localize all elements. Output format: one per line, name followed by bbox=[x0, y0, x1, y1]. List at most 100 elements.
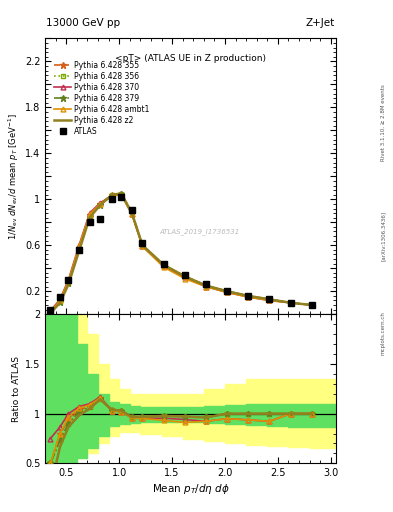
Pythia 6.428 379 bbox=[246, 293, 251, 299]
Pythia 6.428 356 bbox=[77, 246, 81, 252]
Pythia 6.428 355 bbox=[119, 190, 124, 197]
Text: [arXiv:1306.3436]: [arXiv:1306.3436] bbox=[381, 210, 386, 261]
Pythia 6.428 z2 bbox=[87, 215, 92, 221]
ATLAS bbox=[161, 261, 166, 267]
ATLAS bbox=[140, 240, 145, 246]
Pythia 6.428 ambt1 bbox=[119, 191, 124, 198]
Pythia 6.428 355 bbox=[48, 309, 53, 315]
Pythia 6.428 355 bbox=[161, 262, 166, 268]
Pythia 6.428 379 bbox=[119, 190, 124, 197]
Pythia 6.428 ambt1 bbox=[204, 284, 208, 290]
ATLAS bbox=[119, 194, 124, 200]
Pythia 6.428 356 bbox=[119, 190, 124, 197]
Pythia 6.428 370 bbox=[87, 210, 92, 216]
Pythia 6.428 356 bbox=[182, 273, 187, 280]
Pythia 6.428 356 bbox=[225, 288, 230, 294]
Pythia 6.428 370 bbox=[119, 191, 124, 198]
Pythia 6.428 z2 bbox=[246, 293, 251, 299]
Pythia 6.428 356 bbox=[58, 298, 62, 305]
Pythia 6.428 370 bbox=[267, 297, 272, 304]
Pythia 6.428 355 bbox=[225, 288, 230, 294]
Pythia 6.428 355 bbox=[98, 201, 103, 207]
Pythia 6.428 370 bbox=[58, 296, 62, 303]
Pythia 6.428 ambt1 bbox=[98, 201, 103, 207]
Pythia 6.428 ambt1 bbox=[110, 193, 114, 199]
Pythia 6.428 370 bbox=[48, 308, 53, 314]
Pythia 6.428 ambt1 bbox=[309, 302, 314, 308]
Pythia 6.428 ambt1 bbox=[140, 243, 145, 249]
Pythia 6.428 379 bbox=[204, 283, 208, 289]
Pythia 6.428 379 bbox=[140, 242, 145, 248]
Pythia 6.428 z2 bbox=[161, 262, 166, 268]
ATLAS bbox=[110, 196, 114, 202]
Line: Pythia 6.428 355: Pythia 6.428 355 bbox=[48, 190, 315, 315]
Pythia 6.428 356 bbox=[98, 202, 103, 208]
Pythia 6.428 370 bbox=[98, 200, 103, 206]
Pythia 6.428 z2 bbox=[77, 248, 81, 254]
Pythia 6.428 356 bbox=[246, 293, 251, 299]
Pythia 6.428 370 bbox=[225, 289, 230, 295]
Pythia 6.428 379 bbox=[66, 280, 71, 286]
Pythia 6.428 379 bbox=[225, 288, 230, 294]
Pythia 6.428 355 bbox=[309, 302, 314, 308]
Pythia 6.428 370 bbox=[77, 242, 81, 248]
Pythia 6.428 ambt1 bbox=[58, 297, 62, 304]
ATLAS bbox=[267, 296, 272, 303]
Pythia 6.428 z2 bbox=[267, 296, 272, 303]
Pythia 6.428 356 bbox=[48, 309, 53, 315]
Pythia 6.428 356 bbox=[66, 280, 71, 286]
Pythia 6.428 ambt1 bbox=[77, 243, 81, 249]
Line: Pythia 6.428 370: Pythia 6.428 370 bbox=[48, 193, 314, 313]
ATLAS bbox=[182, 272, 187, 278]
Pythia 6.428 355 bbox=[77, 245, 81, 251]
Pythia 6.428 356 bbox=[110, 191, 114, 198]
Pythia 6.428 ambt1 bbox=[66, 278, 71, 284]
Pythia 6.428 379 bbox=[110, 193, 114, 199]
ATLAS bbox=[66, 276, 71, 283]
Line: Pythia 6.428 356: Pythia 6.428 356 bbox=[48, 191, 314, 314]
Pythia 6.428 z2 bbox=[309, 302, 314, 308]
Pythia 6.428 z2 bbox=[119, 190, 124, 197]
Pythia 6.428 355 bbox=[130, 210, 134, 216]
Pythia 6.428 370 bbox=[288, 300, 293, 306]
Pythia 6.428 ambt1 bbox=[288, 300, 293, 306]
Pythia 6.428 ambt1 bbox=[130, 211, 134, 217]
Pythia 6.428 379 bbox=[161, 262, 166, 268]
Pythia 6.428 379 bbox=[182, 273, 187, 280]
Pythia 6.428 379 bbox=[58, 298, 62, 305]
Pythia 6.428 370 bbox=[66, 276, 71, 283]
Pythia 6.428 370 bbox=[140, 243, 145, 249]
Text: <pT> (ATLAS UE in Z production): <pT> (ATLAS UE in Z production) bbox=[115, 54, 266, 62]
Pythia 6.428 355 bbox=[246, 293, 251, 299]
Pythia 6.428 ambt1 bbox=[182, 275, 187, 282]
Pythia 6.428 z2 bbox=[140, 242, 145, 248]
Pythia 6.428 356 bbox=[87, 214, 92, 220]
Pythia 6.428 370 bbox=[130, 211, 134, 217]
Pythia 6.428 z2 bbox=[225, 288, 230, 294]
Pythia 6.428 379 bbox=[267, 296, 272, 303]
Pythia 6.428 ambt1 bbox=[161, 264, 166, 270]
Pythia 6.428 379 bbox=[77, 246, 81, 252]
ATLAS bbox=[48, 307, 53, 313]
ATLAS bbox=[246, 293, 251, 299]
Pythia 6.428 ambt1 bbox=[246, 294, 251, 300]
Pythia 6.428 355 bbox=[58, 297, 62, 304]
Pythia 6.428 z2 bbox=[110, 191, 114, 198]
Pythia 6.428 ambt1 bbox=[225, 289, 230, 295]
Pythia 6.428 370 bbox=[110, 193, 114, 199]
Y-axis label: $1/N_\mathrm{ev}\ dN_\mathrm{ev}/d\ \mathrm{mean}\ p_T\ [\mathrm{GeV}^{-1}]$: $1/N_\mathrm{ev}\ dN_\mathrm{ev}/d\ \mat… bbox=[6, 113, 21, 240]
ATLAS bbox=[58, 294, 62, 300]
Line: ATLAS: ATLAS bbox=[48, 194, 315, 313]
Text: 13000 GeV pp: 13000 GeV pp bbox=[46, 18, 121, 28]
Pythia 6.428 z2 bbox=[66, 281, 71, 287]
ATLAS bbox=[225, 288, 230, 294]
Pythia 6.428 379 bbox=[309, 302, 314, 308]
ATLAS bbox=[87, 219, 92, 225]
Text: mcplots.cern.ch: mcplots.cern.ch bbox=[381, 311, 386, 355]
Pythia 6.428 355 bbox=[87, 212, 92, 219]
ATLAS bbox=[288, 300, 293, 306]
Pythia 6.428 356 bbox=[130, 210, 134, 216]
Pythia 6.428 355 bbox=[182, 273, 187, 280]
Line: Pythia 6.428 379: Pythia 6.428 379 bbox=[48, 190, 315, 315]
Pythia 6.428 379 bbox=[130, 210, 134, 216]
